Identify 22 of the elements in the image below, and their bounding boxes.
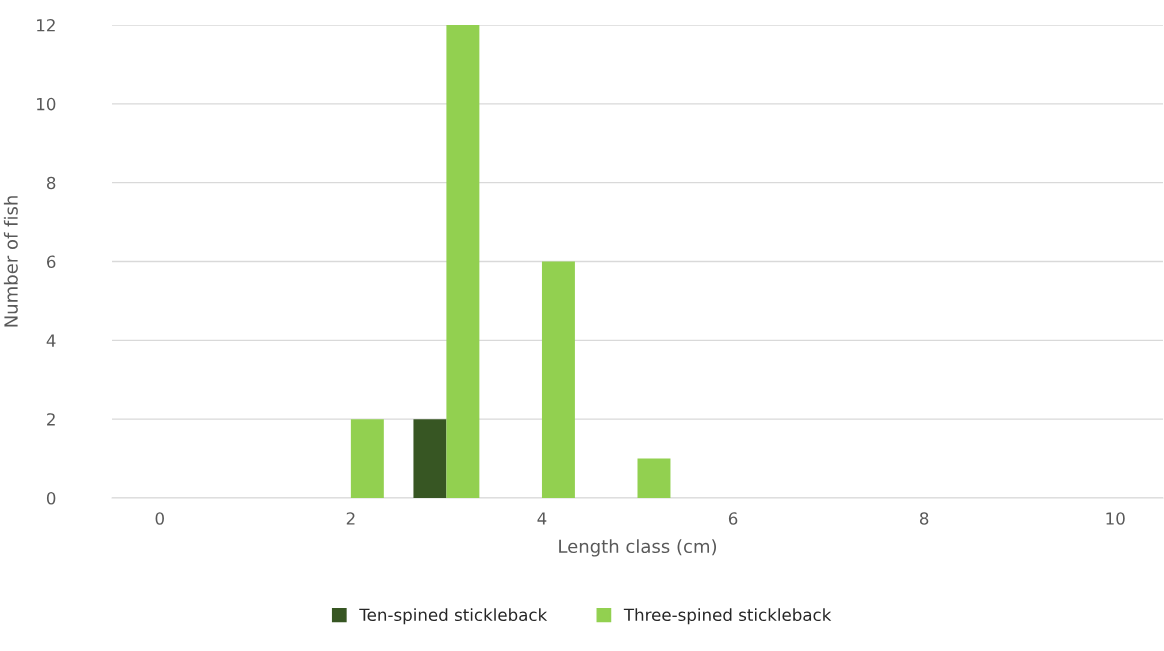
- y-tick-label: 2: [47, 413, 55, 426]
- x-tick-label: 2: [346, 512, 355, 525]
- bar: [637, 458, 671, 498]
- x-tick-label: 6: [728, 512, 738, 525]
- y-tick-label: 10: [37, 97, 56, 111]
- y-tick-label: 6: [47, 255, 56, 269]
- x-tick-label: 8: [919, 512, 929, 525]
- bar: [413, 419, 447, 498]
- y-tick-label: 4: [46, 334, 56, 347]
- x-tick-label: 4: [537, 512, 547, 525]
- bar: [446, 25, 480, 498]
- x-axis-title: Length class (cm): [559, 539, 717, 557]
- x-tick-label: 0: [155, 512, 164, 525]
- x-tick-label: 10: [1106, 512, 1125, 525]
- y-tick-label: 0: [46, 491, 56, 505]
- y-tick-label: 12: [37, 18, 55, 32]
- legend-label: Ten-spined stickleback: [359, 608, 548, 625]
- bar: [541, 261, 575, 498]
- legend-label: Three-spined stickleback: [623, 608, 832, 625]
- bar: [350, 419, 384, 498]
- y-tick-label: 8: [46, 176, 56, 190]
- y-axis-title: Number of fish: [3, 196, 18, 327]
